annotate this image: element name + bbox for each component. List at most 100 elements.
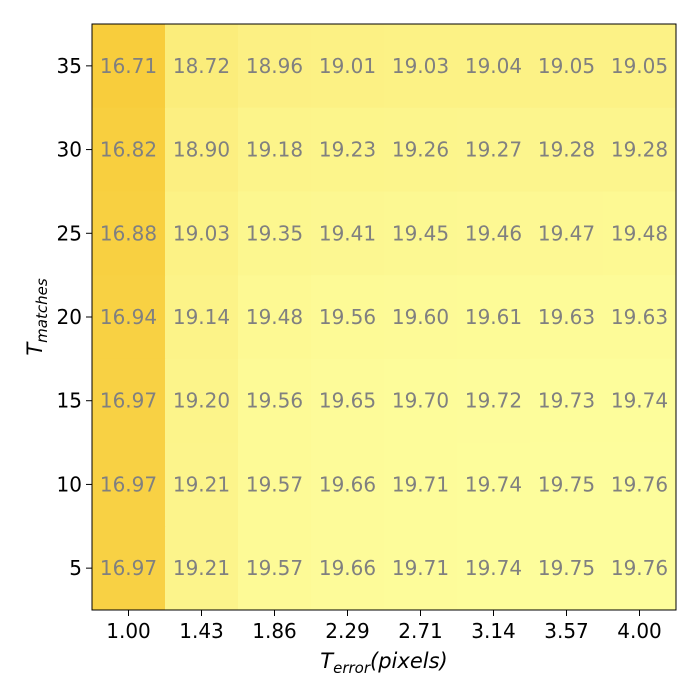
heatmap-cell	[384, 442, 458, 527]
heatmap-cell	[165, 526, 239, 611]
heatmap-cell	[311, 358, 385, 444]
cell-value-label: 19.71	[392, 556, 449, 580]
cell-value-label: 16.97	[100, 556, 157, 580]
heatmap-cell	[311, 526, 385, 611]
heatmap-cell	[238, 275, 312, 360]
y-tick-label: 5	[69, 556, 82, 580]
heatmap-cell	[457, 526, 531, 611]
heatmap-cell	[165, 191, 239, 276]
heatmap-cell	[603, 275, 677, 360]
x-tick-label: 2.29	[325, 619, 370, 643]
cell-value-label: 19.76	[611, 472, 668, 496]
cell-value-label: 19.26	[392, 138, 449, 162]
heatmap-cell	[311, 107, 385, 192]
x-tick-label: 3.14	[471, 619, 516, 643]
heatmap-cell	[92, 442, 166, 527]
heatmap-cell	[530, 358, 604, 444]
cell-value-label: 19.41	[319, 221, 376, 245]
cell-value-label: 18.90	[173, 138, 230, 162]
heatmap-cell	[311, 191, 385, 276]
heatmap-cell	[165, 107, 239, 192]
cell-value-label: 19.60	[392, 305, 449, 329]
heatmap-cell	[457, 24, 531, 109]
heatmap-cell	[384, 107, 458, 192]
cell-value-label: 16.82	[100, 138, 157, 162]
heatmap-cell	[238, 107, 312, 192]
cell-value-label: 18.72	[173, 54, 230, 78]
heatmap-cell	[530, 275, 604, 360]
heatmap-cell	[311, 275, 385, 360]
heatmap-cell	[530, 24, 604, 109]
cell-value-label: 19.70	[392, 389, 449, 413]
heatmap-cell	[92, 526, 166, 611]
cell-value-label: 19.28	[538, 138, 595, 162]
heatmap-cell	[457, 275, 531, 360]
cell-value-label: 19.27	[465, 138, 522, 162]
cell-value-label: 19.35	[246, 221, 303, 245]
cell-value-label: 19.28	[611, 138, 668, 162]
cell-value-label: 19.65	[319, 389, 376, 413]
heatmap-cells	[92, 24, 677, 611]
heatmap-cell	[603, 526, 677, 611]
cell-value-label: 19.01	[319, 54, 376, 78]
heatmap-cell	[530, 107, 604, 192]
y-axis-label: Tmatches	[23, 278, 51, 355]
x-tick-label: 1.00	[106, 619, 151, 643]
cell-value-label: 19.46	[465, 221, 522, 245]
cell-value-label: 19.47	[538, 221, 595, 245]
cell-value-label: 19.63	[611, 305, 668, 329]
cell-value-label: 19.61	[465, 305, 522, 329]
heatmap-cell	[165, 358, 239, 444]
heatmap-cell	[238, 526, 312, 611]
cell-value-label: 16.71	[100, 54, 157, 78]
heatmap-cell	[92, 24, 166, 109]
x-axis-label-suffix: (pixels)	[370, 649, 448, 673]
cell-value-label: 19.71	[392, 472, 449, 496]
cell-value-label: 19.57	[246, 472, 303, 496]
heatmap-cell	[311, 442, 385, 527]
y-tick-label: 20	[57, 305, 82, 329]
y-tick-label: 30	[57, 138, 82, 162]
heatmap-cell	[457, 442, 531, 527]
heatmap-cell	[603, 191, 677, 276]
cell-value-label: 19.48	[611, 221, 668, 245]
heatmap-cell	[165, 24, 239, 109]
cell-value-label: 16.97	[100, 389, 157, 413]
x-tick-label: 4.00	[617, 619, 662, 643]
heatmap-cell	[384, 358, 458, 444]
cell-value-label: 19.56	[246, 389, 303, 413]
cell-value-label: 19.66	[319, 556, 376, 580]
x-tick-label: 2.71	[398, 619, 443, 643]
cell-value-label: 19.75	[538, 472, 595, 496]
heatmap-cell	[92, 358, 166, 444]
cell-value-label: 19.74	[611, 389, 668, 413]
cell-value-label: 19.48	[246, 305, 303, 329]
y-axis: 35 30 25 20 15 10 5	[57, 54, 92, 580]
heatmap-cell	[603, 358, 677, 444]
x-axis-label-main: T	[320, 649, 335, 673]
heatmap-cell	[92, 107, 166, 192]
heatmap-cell	[530, 191, 604, 276]
cell-value-label: 19.21	[173, 472, 230, 496]
x-tick-label: 3.57	[544, 619, 589, 643]
heatmap-cell	[384, 526, 458, 611]
x-axis-label-sub: error	[333, 659, 371, 677]
heatmap-cell	[238, 24, 312, 109]
heatmap-cell	[165, 442, 239, 527]
cell-value-label: 16.97	[100, 472, 157, 496]
cell-value-label: 16.94	[100, 305, 157, 329]
heatmap-cell	[92, 191, 166, 276]
cell-value-label: 19.74	[465, 472, 522, 496]
cell-value-label: 19.14	[173, 305, 230, 329]
heatmap-cell	[457, 358, 531, 444]
cell-value-label: 19.04	[465, 54, 522, 78]
heatmap-cell	[603, 442, 677, 527]
cell-value-label: 19.05	[611, 54, 668, 78]
heatmap-cell	[384, 24, 458, 109]
y-tick-label: 25	[57, 221, 82, 245]
y-tick-label: 10	[57, 472, 82, 496]
heatmap-cell	[311, 24, 385, 109]
y-tick-label: 35	[57, 54, 82, 78]
cell-value-label: 19.05	[538, 54, 595, 78]
heatmap-cell	[457, 107, 531, 192]
